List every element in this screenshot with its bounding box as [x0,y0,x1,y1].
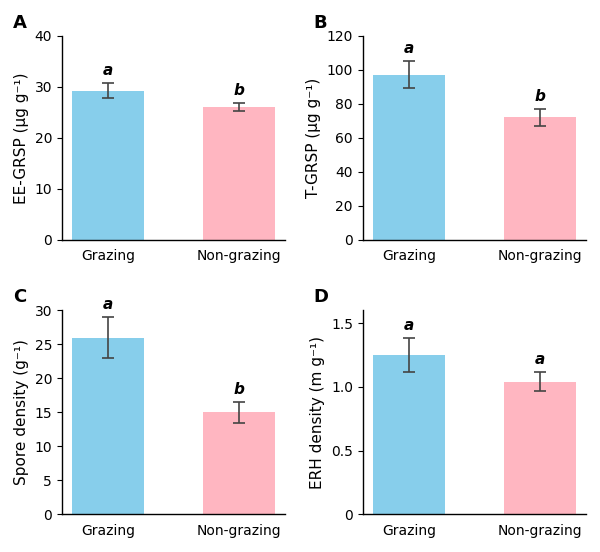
Text: a: a [535,352,545,367]
Text: b: b [535,89,545,104]
Text: b: b [233,382,244,397]
Text: a: a [404,41,414,56]
Bar [504,382,576,514]
Text: A: A [13,14,26,31]
Text: C: C [13,288,26,306]
Text: D: D [314,288,329,306]
Bar [72,91,144,240]
Bar [504,118,576,240]
Y-axis label: EE-GRSP (μg g⁻¹): EE-GRSP (μg g⁻¹) [14,72,29,204]
Text: B: B [314,14,327,31]
Text: a: a [103,63,113,78]
Bar [72,338,144,514]
Bar [203,412,275,514]
Bar [373,355,445,514]
Bar [373,75,445,240]
Text: a: a [103,297,113,312]
Bar [203,107,275,240]
Text: a: a [404,319,414,333]
Y-axis label: Spore density (g⁻¹): Spore density (g⁻¹) [14,339,29,485]
Y-axis label: ERH density (m g⁻¹): ERH density (m g⁻¹) [310,336,325,489]
Text: b: b [233,83,244,98]
Y-axis label: T-GRSP (μg g⁻¹): T-GRSP (μg g⁻¹) [306,78,321,198]
